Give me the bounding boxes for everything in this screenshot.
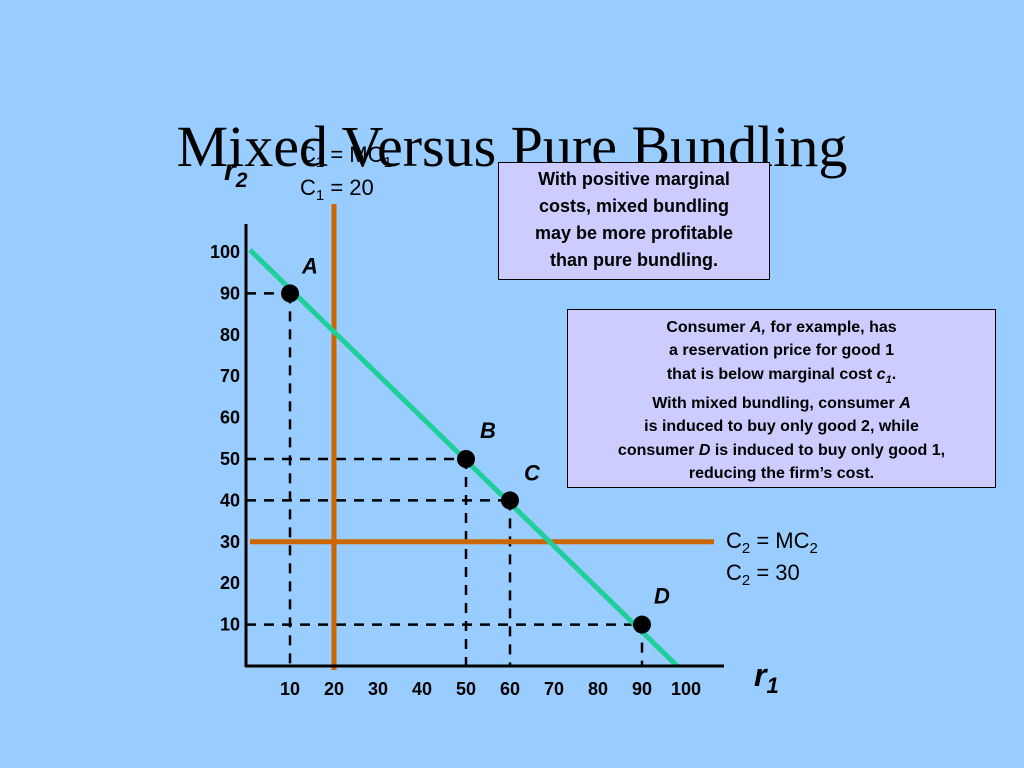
x-tick-label: 50 [456, 679, 476, 699]
y-tick-label: 70 [220, 366, 240, 386]
y-tick-label: 100 [210, 242, 240, 262]
c2-value-label: C2 = 30 [726, 560, 800, 589]
x-tick-label: 70 [544, 679, 564, 699]
consumer-label-a: A [301, 253, 318, 278]
x-tick-label: 80 [588, 679, 608, 699]
y-tick-label: 10 [220, 615, 240, 635]
note-positive-marginal-costs: With positive marginal costs, mixed bund… [498, 162, 770, 280]
note2-line: With mixed bundling, consumer A [652, 395, 911, 413]
note1-line: may be more profitable [534, 223, 734, 243]
tick-labels: 10 20 30 40 50 60 70 80 90 100 10 20 30 40 50 60 70 80 90 1… [210, 242, 701, 699]
dashed-guides [246, 292, 644, 666]
x-tick-label: 40 [412, 679, 432, 699]
consumer-point-c [501, 491, 519, 510]
x-tick-label: 60 [500, 679, 520, 699]
consumer-points: A B C D [281, 253, 670, 634]
consumer-point-a [281, 284, 299, 303]
note2-line: a reservation price for good 1 [669, 342, 894, 360]
y-tick-label: 30 [220, 532, 240, 552]
c2-mc2-label: C2 = MC2 [726, 528, 818, 557]
y-tick-label: 90 [220, 283, 240, 303]
note1-line: than pure bundling. [550, 250, 718, 270]
note2-line: that is below marginal cost c1. [666, 365, 897, 386]
y-tick-label: 50 [220, 449, 240, 469]
x-tick-label: 30 [368, 679, 388, 699]
consumer-point-d [633, 615, 651, 634]
note2-line: reducing the firm’s cost. [688, 464, 875, 482]
x-tick-label: 10 [280, 679, 300, 699]
consumer-label-d: D [654, 584, 670, 609]
x-axis-label: r1 [754, 657, 779, 698]
x-tick-label: 20 [324, 679, 344, 699]
axes [244, 224, 724, 668]
c1-mc1-label: C1 = MC1 [300, 142, 392, 171]
y-tick-label: 80 [220, 325, 240, 345]
y-tick-label: 40 [220, 490, 240, 510]
note2-line: is induced to buy only good 2, while [644, 418, 919, 436]
note2-line: consumer D is induced to buy only good 1… [617, 441, 946, 459]
note1-line: With positive marginal [538, 169, 730, 189]
note2-line: Consumer A, for example, has [666, 319, 897, 336]
x-tick-label: 100 [671, 679, 701, 699]
y-tick-label: 60 [220, 408, 240, 428]
marginal-cost-lines [250, 204, 714, 670]
y-axis-label: r2 [224, 154, 248, 192]
x-tick-label: 90 [632, 679, 652, 699]
note1-line: costs, mixed bundling [538, 196, 730, 216]
consumer-point-b [457, 450, 475, 468]
consumer-label-b: B [480, 418, 496, 443]
consumer-label-c: C [524, 460, 541, 485]
c1-value-label: C1 = 20 [300, 175, 374, 204]
note-consumer-example: Consumer A, for example, has a reservati… [567, 309, 996, 488]
y-tick-label: 20 [220, 573, 240, 593]
